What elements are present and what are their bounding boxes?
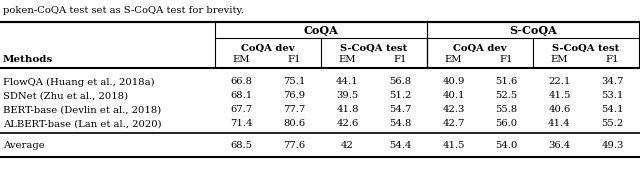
Text: Average: Average (3, 140, 45, 149)
Text: 41.8: 41.8 (336, 106, 359, 115)
Text: 41.5: 41.5 (548, 91, 571, 100)
Text: S-CoQA test: S-CoQA test (552, 44, 620, 53)
Text: 52.5: 52.5 (495, 91, 518, 100)
Text: 80.6: 80.6 (284, 120, 305, 129)
Text: 42.7: 42.7 (442, 120, 465, 129)
Text: 55.2: 55.2 (602, 120, 623, 129)
Text: 40.6: 40.6 (548, 106, 571, 115)
Text: 51.2: 51.2 (389, 91, 412, 100)
Text: S-CoQA: S-CoQA (509, 26, 557, 37)
Text: 41.5: 41.5 (442, 140, 465, 149)
Text: 54.4: 54.4 (389, 140, 412, 149)
Text: F1: F1 (288, 55, 301, 64)
Text: 42.6: 42.6 (337, 120, 358, 129)
Text: 54.7: 54.7 (389, 106, 412, 115)
Text: 53.1: 53.1 (602, 91, 624, 100)
Text: 76.9: 76.9 (284, 91, 305, 100)
Text: 22.1: 22.1 (548, 78, 571, 87)
Text: FlowQA (Huang et al., 2018a): FlowQA (Huang et al., 2018a) (3, 78, 155, 87)
Text: 67.7: 67.7 (230, 106, 253, 115)
Text: 68.5: 68.5 (230, 140, 253, 149)
Text: BERT-base (Devlin et al., 2018): BERT-base (Devlin et al., 2018) (3, 106, 161, 115)
Text: 54.8: 54.8 (389, 120, 412, 129)
Text: 44.1: 44.1 (336, 78, 359, 87)
Text: 54.1: 54.1 (601, 106, 624, 115)
Text: 71.4: 71.4 (230, 120, 253, 129)
Text: CoQA dev: CoQA dev (453, 44, 507, 53)
Text: SDNet (Zhu et al., 2018): SDNet (Zhu et al., 2018) (3, 91, 128, 100)
Text: S-CoQA test: S-CoQA test (340, 44, 408, 53)
Text: 42.3: 42.3 (442, 106, 465, 115)
Text: 41.4: 41.4 (548, 120, 571, 129)
Text: poken-CoQA test set as S-CoQA test for brevity.: poken-CoQA test set as S-CoQA test for b… (3, 6, 244, 15)
Text: EM: EM (445, 55, 462, 64)
Text: 40.1: 40.1 (442, 91, 465, 100)
Text: F1: F1 (394, 55, 407, 64)
Text: 54.0: 54.0 (495, 140, 518, 149)
Text: F1: F1 (500, 55, 513, 64)
Text: 56.8: 56.8 (389, 78, 412, 87)
Text: F1: F1 (605, 55, 620, 64)
Text: 36.4: 36.4 (548, 140, 571, 149)
Text: 42: 42 (341, 140, 354, 149)
Text: 55.8: 55.8 (495, 106, 518, 115)
Text: 40.9: 40.9 (442, 78, 465, 87)
Text: EM: EM (339, 55, 356, 64)
Text: ALBERT-base (Lan et al., 2020): ALBERT-base (Lan et al., 2020) (3, 120, 162, 129)
Text: 77.7: 77.7 (284, 106, 306, 115)
Text: 77.6: 77.6 (284, 140, 305, 149)
Text: 49.3: 49.3 (602, 140, 624, 149)
Text: 56.0: 56.0 (495, 120, 518, 129)
Text: EM: EM (233, 55, 250, 64)
Text: CoQA dev: CoQA dev (241, 44, 295, 53)
Text: 39.5: 39.5 (337, 91, 358, 100)
Text: Methods: Methods (3, 55, 53, 64)
Text: 66.8: 66.8 (230, 78, 253, 87)
Text: 68.1: 68.1 (230, 91, 253, 100)
Text: EM: EM (551, 55, 568, 64)
Text: 51.6: 51.6 (495, 78, 518, 87)
Text: 34.7: 34.7 (602, 78, 624, 87)
Text: 75.1: 75.1 (284, 78, 306, 87)
Text: CoQA: CoQA (303, 26, 339, 37)
